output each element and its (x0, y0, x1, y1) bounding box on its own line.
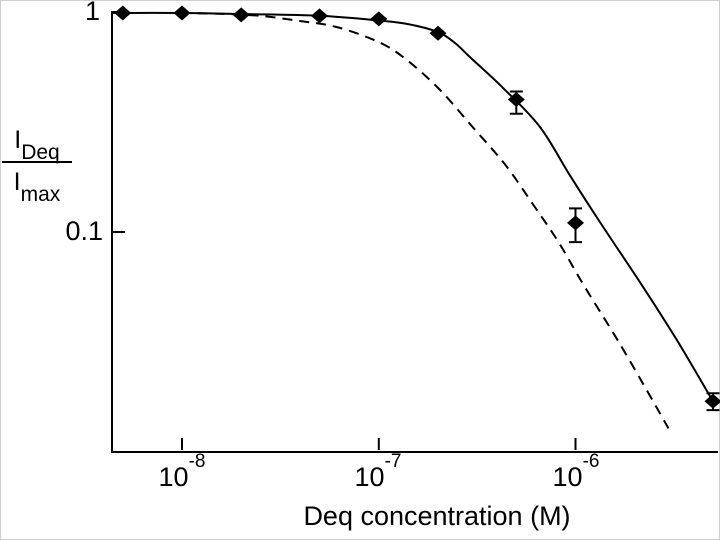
data-point-marker (507, 92, 525, 107)
data-point-marker (704, 393, 720, 409)
x-tick-base: 10 (552, 462, 583, 492)
x-axis-label: Deq concentration (M) (303, 501, 571, 531)
x-tick-exponent: -8 (188, 451, 206, 472)
fraction-bar (2, 161, 72, 163)
y-tick-label-1: 1 (84, 0, 100, 26)
y-axis-label: IDeq Imax (0, 126, 74, 206)
x-tick-label-1e-7: 10-7 (354, 452, 402, 492)
x-tick-base: 10 (158, 462, 189, 492)
x-tick-exponent: -7 (384, 451, 402, 472)
x-tick-exponent: -6 (582, 451, 600, 472)
curve-fit-curve-solid (111, 11, 714, 402)
x-tick-label-1e-8: 10-8 (158, 452, 206, 492)
data-point-marker (173, 5, 191, 21)
data-point-marker (311, 8, 328, 24)
y-label-numerator-sub: Deq (21, 141, 60, 164)
y-tick-label-0p1: 0.1 (65, 216, 103, 246)
y-label-numerator-base: I (14, 126, 22, 154)
y-label-denominator-sub: max (20, 183, 61, 206)
data-point-marker (114, 5, 132, 21)
data-point-marker (567, 215, 584, 231)
x-tick-label-1e-6: 10-6 (552, 452, 600, 492)
curve-model-curve-dashed (197, 12, 670, 429)
y-label-denominator-base: I (13, 168, 21, 196)
data-point-marker (429, 25, 447, 41)
y-label-denominator: Imax (0, 168, 74, 206)
data-point-marker (232, 7, 250, 23)
data-point-marker (370, 11, 388, 27)
axes (111, 11, 718, 453)
x-tick-base: 10 (354, 462, 385, 492)
y-label-numerator: IDeq (0, 126, 74, 164)
